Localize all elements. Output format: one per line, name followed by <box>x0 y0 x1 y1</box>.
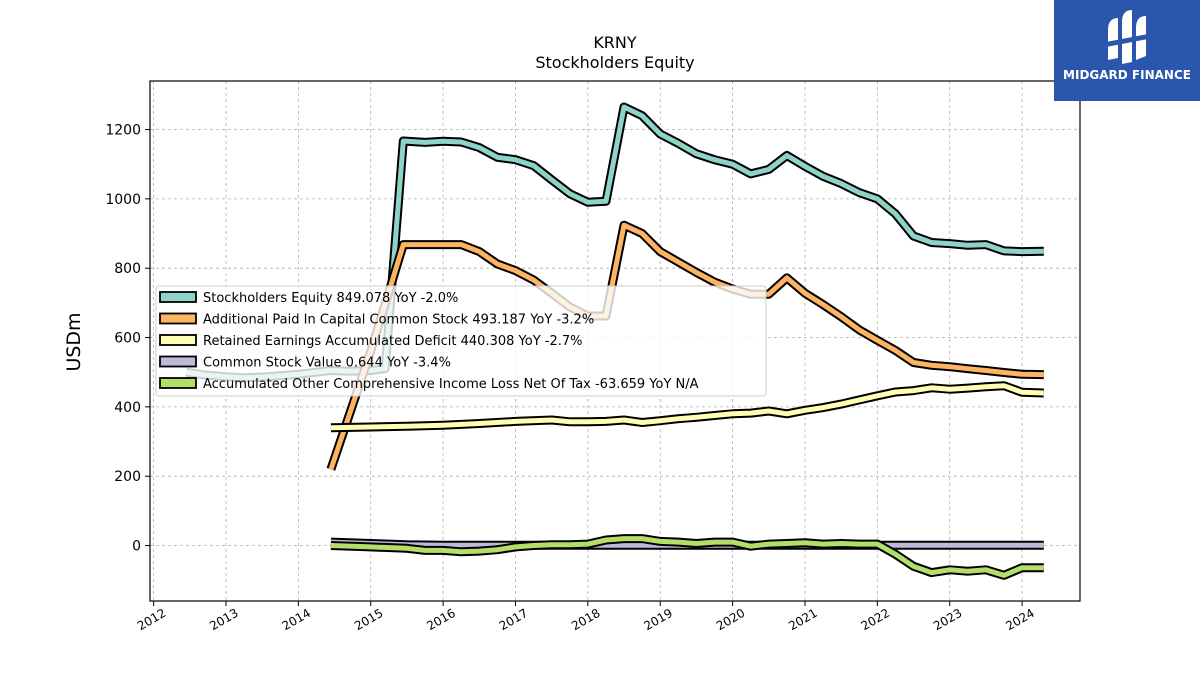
legend-swatch <box>159 355 197 368</box>
y-tick-label: 200 <box>114 469 141 485</box>
plot-frame <box>149 80 1081 602</box>
y-axis-label: USDm <box>63 312 85 371</box>
x-tick-label: 2021 <box>786 606 819 633</box>
x-tick-label: 2024 <box>1003 606 1036 633</box>
legend: Stockholders Equity 849.078 YoY -2.0% Add… <box>155 285 767 397</box>
brand-logo: MIDGARD FINANCE <box>1054 0 1200 101</box>
series-line-additional-paid-in-capital-common-stock <box>328 222 1044 471</box>
y-tick-label: 0 <box>132 539 141 555</box>
x-tick-label: 2019 <box>642 606 675 633</box>
x-tick-label: 2016 <box>424 606 457 633</box>
brand-name: MIDGARD FINANCE <box>1063 68 1191 82</box>
x-tick-label: 2015 <box>352 606 385 633</box>
y-tick-label: 1000 <box>105 192 141 208</box>
x-tick-label: 2012 <box>135 606 168 633</box>
series-line-retained-earnings-accumulated-deficit <box>330 383 1044 431</box>
x-tick-label: 2020 <box>714 606 747 633</box>
legend-swatch <box>159 312 197 325</box>
y-tick-label: 1200 <box>105 123 141 139</box>
legend-box <box>155 285 767 397</box>
x-tick-label: 2018 <box>569 606 602 633</box>
legend-swatch <box>159 334 197 346</box>
x-tick-label: 2022 <box>859 606 892 633</box>
legend-swatch <box>159 291 197 303</box>
chart-subtitle: Stockholders Equity <box>535 53 694 72</box>
x-tick-label: 2023 <box>931 606 964 633</box>
legend-entry: Stockholders Equity 849.078 YoY -2.0% <box>203 291 458 306</box>
chart-title: KRNY <box>593 33 637 52</box>
legend-swatch <box>159 377 197 389</box>
y-tick-label: 600 <box>114 331 141 347</box>
legend-entry: Accumulated Other Comprehensive Income L… <box>203 377 699 392</box>
y-tick-label: 800 <box>114 261 141 277</box>
y-tick-label: 400 <box>114 400 141 416</box>
x-tick-label: 2014 <box>280 606 313 633</box>
x-tick-label: 2013 <box>207 606 240 633</box>
x-tick-label: 2017 <box>497 606 530 633</box>
legend-entry: Common Stock Value 0.644 YoY -3.4% <box>203 356 451 371</box>
legend-entry: Additional Paid In Capital Common Stock … <box>203 313 594 328</box>
series-line-accumulated-other-comprehensive-income-loss-net-of-tax <box>330 536 1044 578</box>
series-layer <box>185 102 1044 580</box>
legend-entry: Retained Earnings Accumulated Deficit 44… <box>203 334 582 349</box>
brand-logo-icon <box>1106 10 1148 64</box>
